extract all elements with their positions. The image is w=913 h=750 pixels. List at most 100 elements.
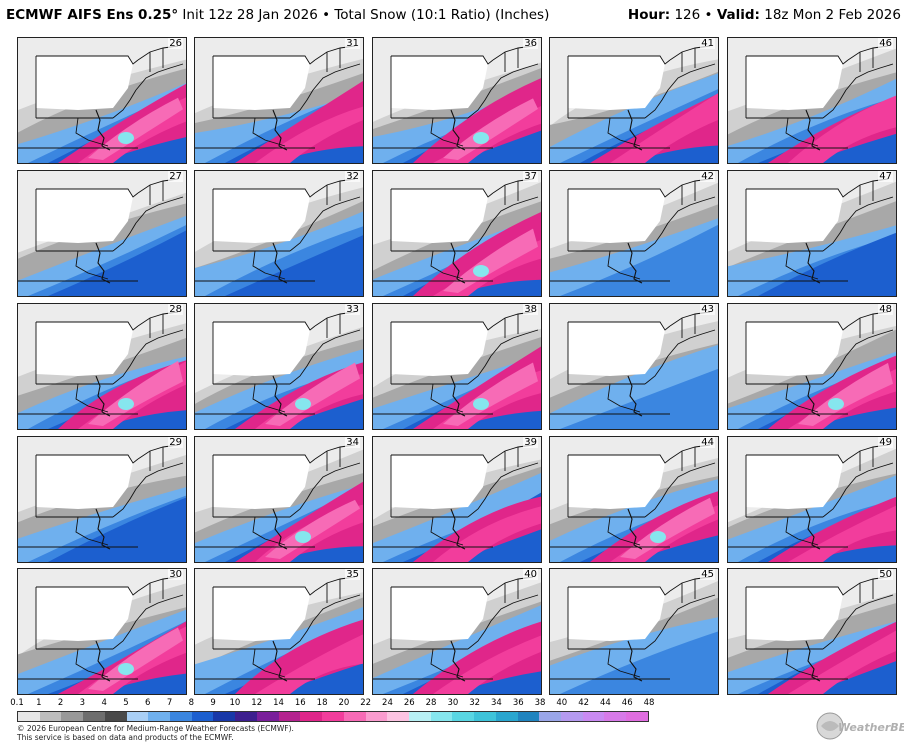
state-boundary: [430, 516, 464, 546]
state-boundary: [430, 117, 464, 147]
coastline: [805, 242, 821, 284]
map-title: ECMWF AIFS Ens 0.25° Init 12z 28 Jan 202…: [6, 7, 550, 23]
snowfall-map: [195, 569, 363, 694]
snowfall-map: [728, 437, 896, 562]
state-boundary: [112, 89, 137, 119]
coastline: [95, 508, 111, 550]
snowfall-contour: [255, 106, 363, 163]
member-number: 47: [878, 171, 893, 182]
state-boundary: [746, 188, 849, 198]
snowfall-map: [550, 569, 718, 694]
state-boundary: [289, 89, 314, 119]
snowfall-contour: [391, 322, 488, 376]
state-boundary: [36, 321, 139, 331]
snowfall-contour: [560, 631, 718, 694]
colorbar-swatch: [365, 712, 388, 721]
colorbar-swatch: [18, 712, 40, 721]
snowfall-contour: [746, 587, 843, 641]
snowfall-contour: [568, 587, 665, 641]
snowfall-contour: [213, 587, 310, 641]
member-number: 31: [345, 38, 360, 49]
colorbar-tick-label: 2: [57, 698, 64, 708]
snowfall-contour: [48, 497, 186, 562]
snowfall-contour: [413, 621, 541, 694]
state-boundary: [822, 89, 847, 119]
colorbar-tick-label: 6: [145, 698, 151, 708]
colorbar-tick-label: 38: [534, 698, 546, 708]
state-boundary: [391, 188, 494, 198]
colorbar-swatch: [126, 712, 149, 721]
state-boundary: [490, 196, 539, 224]
snowfall-contour: [235, 619, 363, 694]
colorbar-tick-label: 12: [251, 698, 263, 708]
state-boundary: [75, 117, 109, 147]
state-boundary: [467, 620, 492, 650]
coastline: [450, 508, 466, 550]
colorbar-swatch: [343, 712, 366, 721]
coastline: [272, 508, 288, 550]
ensemble-panel-grid: 26 31 36 41 46 27 32 37 42 47 28 33 38 43 48 29 34 39 44 49…: [17, 37, 897, 695]
snowfall-map: [373, 171, 541, 296]
state-boundary: [36, 454, 139, 464]
state-boundary: [312, 329, 361, 357]
colorbar-tick-label: 18: [316, 698, 328, 708]
state-boundary: [312, 462, 361, 490]
coastline: [627, 640, 643, 682]
colorbar-tick-label: 4: [101, 698, 107, 708]
snowfall-contour: [590, 491, 718, 562]
state-boundary: [430, 250, 464, 280]
colorbar-swatch: [474, 712, 496, 721]
snowfall-contour: [768, 355, 896, 429]
coastline: [272, 242, 288, 284]
snowfall-map: [195, 38, 363, 163]
coastline: [450, 242, 466, 284]
copyright-line: © 2026 European Centre for Medium-Range …: [17, 724, 294, 733]
snowfall-map: [550, 38, 718, 163]
snowfall-contour: [235, 81, 363, 163]
state-boundary: [467, 222, 492, 252]
member-number: 33: [345, 304, 360, 315]
coastline: [450, 375, 466, 417]
state-boundary: [785, 250, 819, 280]
coastline: [95, 375, 111, 417]
state-boundary: [213, 55, 316, 65]
colorbar-swatch: [604, 712, 627, 721]
ensemble-member-panel: 32: [194, 170, 364, 297]
colorbar-tick-label: 1: [36, 698, 42, 708]
snowfall-contour: [473, 265, 489, 277]
state-boundary: [252, 117, 286, 147]
member-number: 38: [523, 304, 538, 315]
valid-time: Hour: 126 • Valid: 18z Mon 2 Feb 2026: [627, 7, 901, 23]
snowfall-map: [195, 304, 363, 429]
snowfall-contour: [213, 189, 310, 243]
svg-text:WeatherBELL: WeatherBELL: [838, 721, 904, 734]
snowfall-map: [18, 38, 186, 163]
state-boundary: [112, 488, 137, 518]
weatherbell-logo: WeatherBELL: [814, 710, 913, 742]
ensemble-member-panel: 47: [727, 170, 897, 297]
state-boundary: [135, 196, 184, 224]
snowfall-contour: [768, 496, 896, 562]
member-number: 50: [878, 569, 893, 580]
ensemble-member-panel: 38: [372, 303, 542, 430]
snowfall-contour: [568, 56, 665, 110]
snowfall-contour: [403, 492, 541, 562]
coastline: [627, 375, 643, 417]
ensemble-member-panel: 48: [727, 303, 897, 430]
coastline: [627, 508, 643, 550]
member-number: 34: [345, 437, 360, 448]
state-boundary: [822, 620, 847, 650]
state-boundary: [430, 383, 464, 413]
snowfall-map: [373, 304, 541, 429]
snowfall-map: [728, 171, 896, 296]
snowfall-contour: [36, 189, 133, 243]
state-boundary: [36, 586, 139, 596]
snowfall-contour: [225, 628, 363, 694]
state-boundary: [568, 55, 671, 65]
colorbar-swatch: [61, 712, 84, 721]
state-boundary: [822, 222, 847, 252]
state-boundary: [607, 516, 641, 546]
state-boundary: [213, 321, 316, 331]
state-boundary: [312, 63, 361, 91]
state-boundary: [845, 196, 894, 224]
